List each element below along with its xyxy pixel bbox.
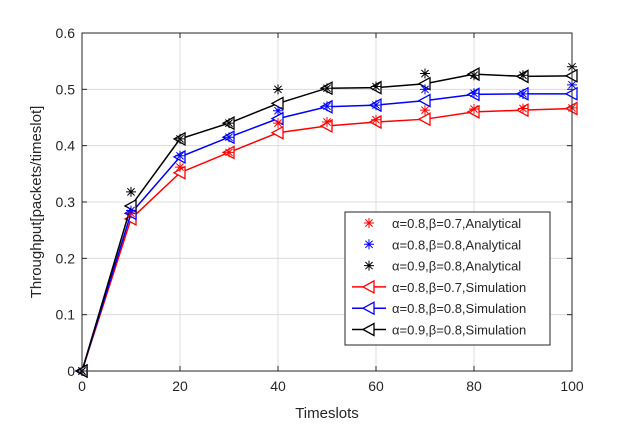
x-tick-label: 100 bbox=[560, 378, 584, 394]
y-axis-label: Throughput[packets/timeslot] bbox=[28, 106, 45, 299]
x-tick-label: 60 bbox=[368, 378, 384, 394]
data-point bbox=[371, 100, 381, 111]
data-point bbox=[224, 118, 234, 129]
y-tick-label: 0.2 bbox=[56, 250, 76, 266]
legend-label: α=0.8,β=0.7,Analytical bbox=[392, 216, 521, 231]
series-analytical-1 bbox=[77, 79, 577, 376]
legend-label: α=0.8,β=0.8,Simulation bbox=[392, 301, 526, 316]
data-point bbox=[224, 132, 234, 143]
legend-entry: α=0.9,β=0.8,Simulation bbox=[352, 322, 526, 338]
x-tick-label: 40 bbox=[270, 378, 286, 394]
data-point bbox=[322, 117, 332, 128]
data-point bbox=[469, 104, 479, 115]
x-tick-label: 80 bbox=[466, 378, 482, 394]
data-point bbox=[175, 162, 185, 173]
data-point bbox=[322, 83, 332, 94]
x-tick-label: 0 bbox=[78, 378, 86, 394]
data-point bbox=[273, 105, 283, 116]
legend-label: α=0.8,β=0.7,Simulation bbox=[392, 280, 526, 295]
legend: α=0.8,β=0.7,Analytical α=0.8,β=0.8,Analyt… bbox=[344, 211, 551, 346]
legend-marker bbox=[361, 279, 375, 294]
data-point bbox=[518, 88, 528, 99]
x-tick-label: 20 bbox=[172, 378, 188, 394]
data-point bbox=[126, 186, 136, 197]
y-tick-label: 0 bbox=[67, 363, 75, 379]
data-point bbox=[417, 112, 431, 127]
legend-entry: α=0.9,β=0.8,Analytical bbox=[364, 259, 521, 274]
data-point bbox=[175, 133, 185, 144]
data-point bbox=[420, 84, 430, 95]
legend-marker bbox=[364, 260, 374, 271]
data-point bbox=[322, 101, 332, 112]
data-point bbox=[469, 70, 479, 81]
legend-label: α=0.9,β=0.8,Simulation bbox=[392, 323, 526, 338]
data-point bbox=[126, 205, 136, 216]
y-tick-label: 0.1 bbox=[56, 307, 76, 323]
y-tick-label: 0.4 bbox=[56, 138, 76, 154]
legend-marker bbox=[361, 301, 375, 316]
data-point bbox=[371, 81, 381, 92]
data-point bbox=[270, 125, 284, 140]
y-tick-label: 0.6 bbox=[56, 25, 76, 41]
legend-marker bbox=[361, 322, 375, 337]
data-point bbox=[420, 105, 430, 116]
ticks: 0 20 40 60 80 100 0 0.1 0.2 0.3 0.4 0.5 0.6 bbox=[56, 25, 584, 394]
legend-marker bbox=[364, 239, 374, 250]
data-point bbox=[518, 103, 528, 114]
data-point bbox=[420, 68, 430, 79]
legend-entry: α=0.8,β=0.7,Simulation bbox=[352, 279, 526, 295]
data-point bbox=[273, 118, 283, 129]
data-point bbox=[469, 88, 479, 99]
data-point bbox=[175, 150, 185, 161]
legend-entry: α=0.8,β=0.8,Simulation bbox=[352, 301, 526, 316]
data-point bbox=[518, 70, 528, 81]
legend-label: α=0.9,β=0.8,Analytical bbox=[392, 259, 521, 274]
legend-entry: α=0.8,β=0.7,Analytical bbox=[364, 216, 521, 231]
data-point bbox=[273, 84, 283, 95]
y-tick-label: 0.5 bbox=[56, 81, 76, 97]
x-axis-label: Timeslots bbox=[295, 405, 359, 422]
legend-box bbox=[344, 211, 551, 346]
legend-label: α=0.8,β=0.8,Analytical bbox=[392, 237, 521, 252]
data-point bbox=[417, 93, 431, 108]
legend-marker bbox=[364, 218, 374, 228]
data-point bbox=[224, 147, 234, 158]
y-tick-label: 0.3 bbox=[56, 194, 76, 210]
data-point bbox=[371, 114, 381, 125]
legend-entry: α=0.8,β=0.8,Analytical bbox=[364, 237, 521, 252]
